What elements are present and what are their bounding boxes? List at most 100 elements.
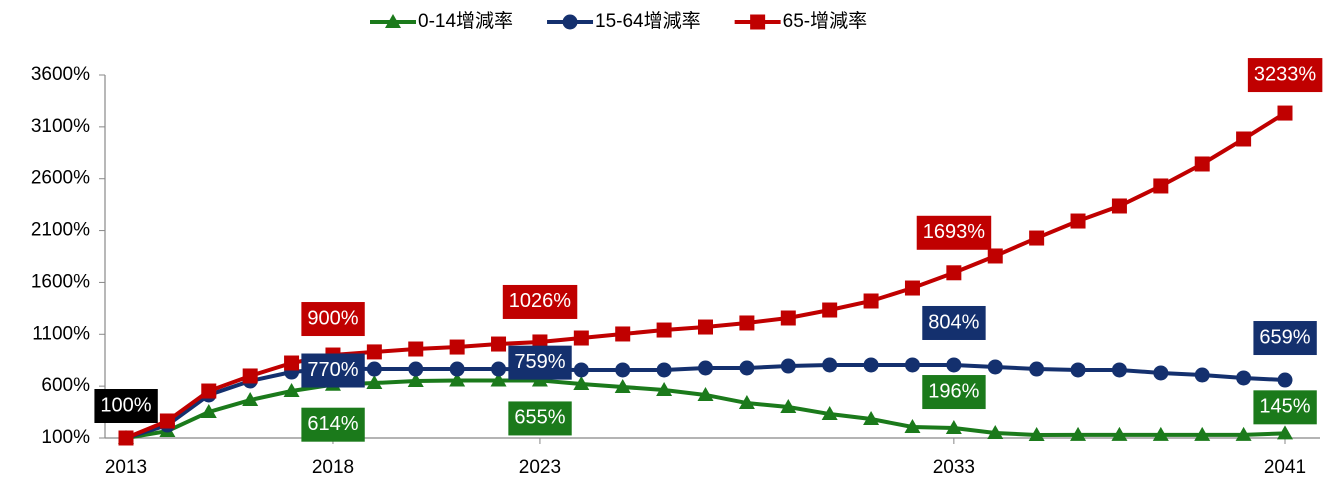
marker (863, 293, 879, 309)
data-label-text: 614% (307, 413, 358, 435)
y-tick-label: 2100% (31, 220, 90, 241)
marker (945, 420, 962, 435)
marker (201, 383, 217, 399)
marker (1111, 426, 1128, 441)
y-tick-label: 3100% (31, 116, 90, 137)
data-label: 1693% (916, 215, 992, 250)
marker (1070, 362, 1086, 378)
marker (491, 361, 507, 377)
marker (449, 372, 466, 387)
data-label-box (922, 375, 986, 410)
marker (200, 403, 217, 418)
data-label: 770% (301, 353, 365, 388)
marker (408, 361, 424, 377)
data-label: 196% (922, 375, 986, 410)
data-label-text: 3233% (1254, 63, 1316, 85)
data-label-box (301, 353, 365, 388)
marker (780, 398, 797, 413)
legend-marker (385, 14, 401, 28)
legend-label: 15-64增減率 (595, 10, 701, 32)
marker (904, 280, 920, 296)
marker (822, 357, 838, 373)
marker (615, 362, 631, 378)
data-label-text: 770% (307, 359, 358, 381)
marker (738, 395, 755, 410)
marker (1194, 156, 1210, 172)
data-label-text: 196% (928, 380, 979, 402)
data-label: 655% (508, 401, 572, 436)
legend-label: 0-14增減率 (418, 10, 513, 32)
data-label: 900% (301, 302, 365, 337)
x-tick-label: 2018 (312, 457, 354, 478)
marker (573, 375, 590, 390)
data-label-box (1247, 58, 1323, 93)
marker (987, 359, 1003, 375)
y-tick-label: 600% (41, 375, 90, 396)
data-label: 145% (1253, 390, 1317, 425)
marker (1153, 178, 1169, 194)
x-tick-label: 2041 (1264, 457, 1306, 478)
marker (1153, 365, 1169, 381)
marker (242, 368, 258, 384)
marker (284, 355, 300, 371)
marker (987, 248, 1003, 264)
marker (283, 383, 300, 398)
data-label: 1026% (502, 284, 578, 319)
marker (739, 315, 755, 331)
marker (822, 302, 838, 318)
marker (366, 361, 382, 377)
marker (821, 406, 838, 421)
marker (449, 339, 465, 355)
data-label-text: 759% (514, 351, 565, 373)
marker (904, 357, 920, 373)
marker (1111, 198, 1127, 214)
marker (242, 392, 259, 407)
marker (573, 362, 589, 378)
marker (698, 319, 713, 335)
x-tick-label: 2013 (105, 457, 147, 478)
marker (118, 430, 134, 446)
data-label-box (916, 215, 992, 250)
marker (614, 378, 631, 393)
data-label-box (301, 407, 365, 442)
marker (1277, 372, 1293, 388)
data-label-text: 1693% (923, 221, 985, 243)
marker (1277, 105, 1293, 121)
legend-marker (562, 14, 578, 30)
data-label-text: 655% (514, 407, 565, 429)
marker (656, 381, 673, 396)
marker (946, 265, 962, 281)
marker (1029, 230, 1045, 246)
data-label-box (1253, 390, 1317, 425)
marker (1111, 362, 1127, 378)
marker (1235, 426, 1252, 441)
legend-marker (750, 14, 766, 30)
marker (491, 336, 507, 352)
marker (366, 344, 382, 360)
marker (656, 322, 672, 338)
legend: 0-14增減率 15-64增減率 65-增減率 (370, 10, 867, 32)
data-label-text: 900% (307, 307, 358, 329)
marker (408, 341, 424, 357)
marker (1028, 426, 1045, 441)
marker (739, 360, 755, 376)
data-label: 659% (1253, 321, 1317, 356)
marker (159, 413, 175, 429)
y-tick-label: 1600% (31, 271, 90, 292)
marker (1236, 131, 1252, 147)
data-label-box (508, 345, 572, 380)
marker (366, 375, 383, 390)
y-tick-label: 3600% (31, 64, 90, 85)
marker (1070, 213, 1086, 229)
marker (863, 357, 879, 373)
data-label-text: 1026% (509, 290, 571, 312)
series-line (125, 362, 1286, 440)
data-label: 3233% (1247, 58, 1323, 93)
y-tick-label: 1100% (32, 323, 90, 344)
x-tick-label: 2023 (519, 457, 561, 478)
y-tick-label: 100% (41, 427, 90, 448)
data-label-box (502, 284, 578, 319)
marker (615, 326, 631, 342)
marker (656, 362, 672, 378)
